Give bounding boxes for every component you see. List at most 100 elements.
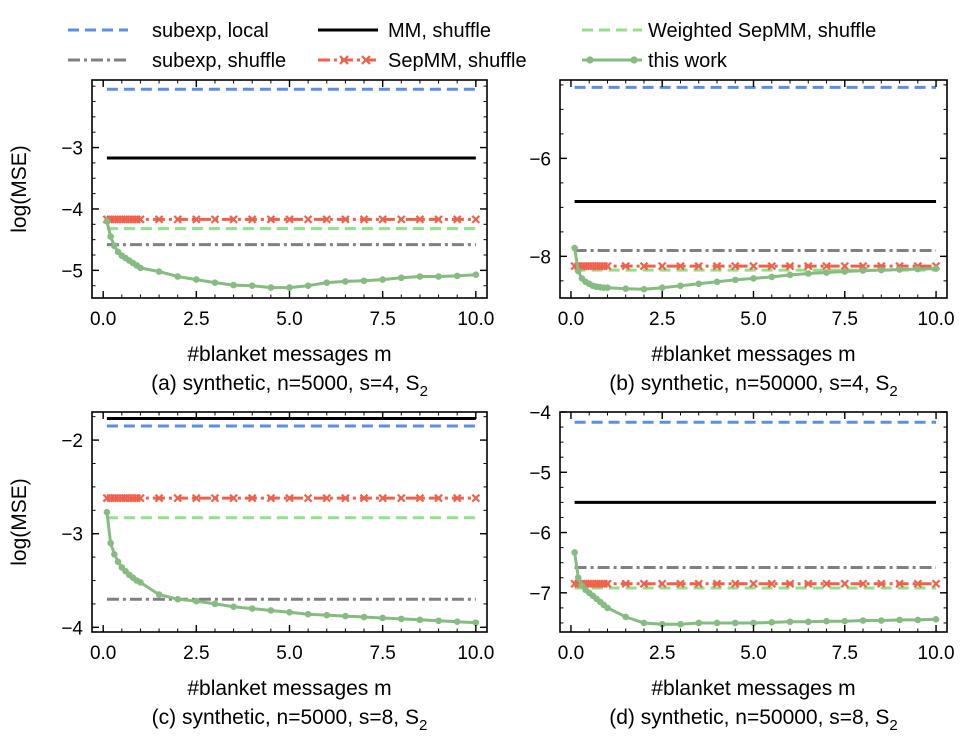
sepmm-marker <box>210 493 220 503</box>
this-work-point <box>640 285 648 293</box>
legend-item-weighted-sepmm: Weighted SepMM, shuffle <box>582 20 876 42</box>
x-tick-label: 7.5 <box>369 309 395 330</box>
sepmm-marker <box>322 215 332 224</box>
x-tick-label: 5.0 <box>740 309 766 330</box>
this-work-point <box>713 278 721 286</box>
sepmm-marker <box>434 215 443 224</box>
sepmm-marker <box>639 579 649 589</box>
legend-item-sepmm-shuffle: SepMM, shuffle <box>318 50 527 72</box>
sepmm-marker <box>192 215 201 224</box>
sepmm-marker <box>210 215 220 224</box>
this-work-point <box>107 233 114 240</box>
this-work-point <box>286 609 293 616</box>
sepmm-marker <box>397 215 406 224</box>
y-tick-label: −8 <box>529 247 551 268</box>
this-work-point <box>695 280 703 288</box>
this-work-point <box>731 619 739 627</box>
x-tick-label: 10.0 <box>457 643 494 664</box>
this-work-point <box>435 617 442 625</box>
sepmm-marker <box>452 493 462 503</box>
sepmm-marker <box>341 493 350 503</box>
this-work-point <box>211 279 219 286</box>
plot-frame <box>559 411 948 633</box>
this-work-point <box>677 282 684 290</box>
this-work-point <box>877 266 885 274</box>
this-work-point <box>342 612 349 620</box>
sepmm-marker <box>621 261 630 271</box>
sepmm-marker <box>303 215 313 224</box>
this-work-point <box>360 613 368 621</box>
this-work-point <box>750 275 757 282</box>
this-work-point <box>896 266 903 273</box>
y-tick-label: −4 <box>61 618 83 639</box>
sepmm-marker <box>415 215 425 224</box>
this-work-point <box>859 617 867 624</box>
this-work-point <box>932 265 940 272</box>
this-work-point <box>750 619 757 627</box>
sepmm-marker <box>785 261 795 271</box>
this-work-point <box>397 615 405 623</box>
this-work-point <box>267 284 275 291</box>
this-work-point <box>914 616 922 624</box>
this-work-point <box>435 273 442 280</box>
this-work-point <box>677 620 684 628</box>
sepmm-marker <box>173 493 182 503</box>
sepmm-marker <box>694 261 704 271</box>
subplot-caption: (d) synthetic, n=50000, s=8, S2 <box>609 706 898 734</box>
this-work-point <box>114 558 122 566</box>
this-work-point <box>804 618 812 626</box>
this-work-point <box>211 600 219 608</box>
x-tick-label: 5.0 <box>276 643 302 664</box>
legend-label: SepMM, shuffle <box>388 50 527 72</box>
this-work-point <box>574 574 582 582</box>
sepmm-marker <box>657 579 667 589</box>
subplot-caption: (c) synthetic, n=5000, s=8, S2 <box>152 706 428 734</box>
sepmm-marker <box>397 493 406 503</box>
this-work-point <box>248 605 256 612</box>
x-tick-label: 2.5 <box>649 309 675 330</box>
sepmm-marker <box>471 215 481 224</box>
this-work-point <box>896 616 903 624</box>
this-work-point <box>111 242 118 250</box>
this-work-point <box>658 284 666 292</box>
legend-label: MM, shuffle <box>388 20 491 42</box>
sepmm-marker <box>840 579 850 589</box>
sepmm-marker <box>303 493 313 503</box>
sepmm-marker <box>657 261 667 271</box>
x-tick-label: 10.0 <box>457 309 494 330</box>
y-tick-label: −4 <box>61 200 83 221</box>
this-work-point <box>768 619 776 626</box>
this-work-point <box>397 274 405 282</box>
x-tick-label: 0.0 <box>90 309 116 330</box>
this-work-point <box>472 619 480 626</box>
legend-label: subexp, local <box>152 20 269 42</box>
legend-item-subexp-shuffle: subexp, shuffle <box>68 50 286 72</box>
this-work-point <box>823 617 830 625</box>
legend-label: subexp, shuffle <box>152 50 286 72</box>
this-work-point <box>267 607 275 614</box>
y-tick-label: −7 <box>529 584 551 605</box>
legend-item-this-work: this work <box>582 50 728 72</box>
sepmm-marker <box>895 579 904 589</box>
this-work-point <box>174 273 182 280</box>
this-work-point <box>111 550 118 558</box>
sepmm-marker <box>730 261 740 271</box>
sepmm-marker <box>285 493 294 503</box>
x-tick-label: 7.5 <box>832 309 858 330</box>
sepmm-marker <box>415 493 425 503</box>
legend: subexp, local MM, shuffle Weighted SepMM… <box>68 20 876 72</box>
sepmm-marker <box>192 493 201 503</box>
subplot-caption: (a) synthetic, n=5000, s=4, S2 <box>151 372 428 400</box>
sepmm-marker <box>285 215 294 224</box>
sepmm-marker <box>229 215 238 224</box>
this-work-point <box>155 268 163 275</box>
this-work-point <box>174 595 182 603</box>
sepmm-marker <box>266 215 276 224</box>
y-tick-label: −6 <box>529 149 551 170</box>
sepmm-marker <box>639 261 649 271</box>
this-work-point <box>877 617 885 624</box>
this-work-point <box>914 265 922 273</box>
plot-frame <box>91 411 488 633</box>
sepmm-marker <box>341 215 350 224</box>
